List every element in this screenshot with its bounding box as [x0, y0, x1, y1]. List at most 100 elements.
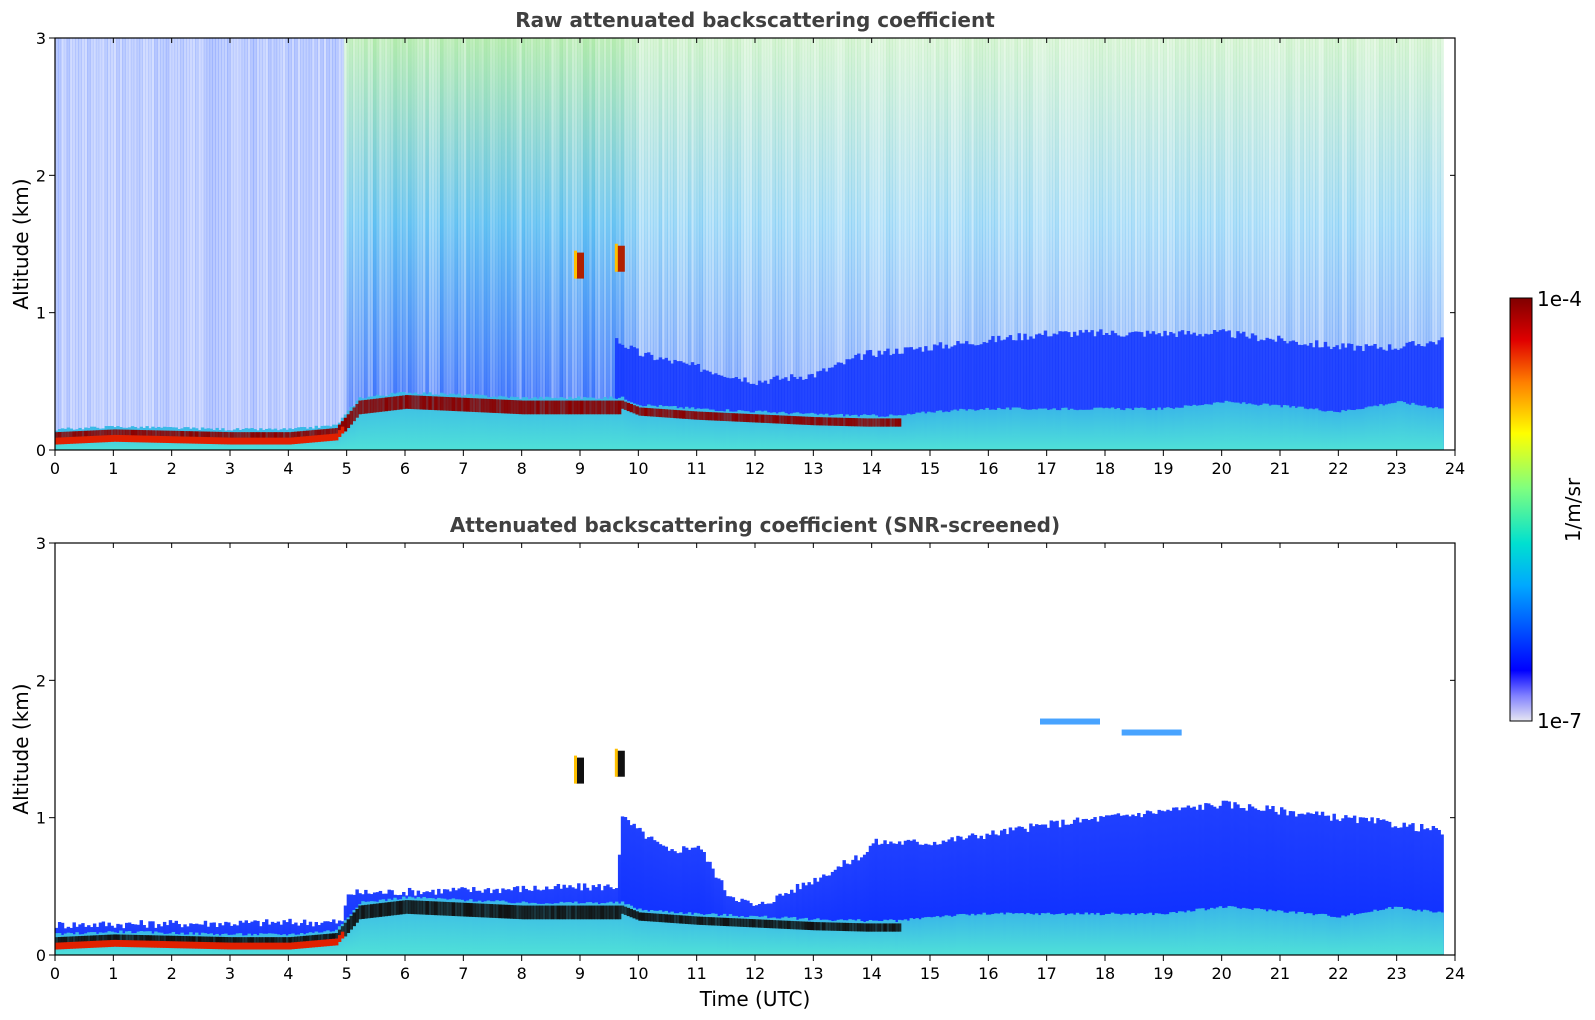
aerosol-column	[623, 347, 628, 450]
boundary-layer-column	[868, 415, 873, 450]
aerosol-band-column	[192, 431, 196, 440]
aerosol-column	[1236, 331, 1240, 450]
boundary-layer-column	[574, 901, 578, 955]
noise-column	[384, 38, 388, 450]
boundary-layer-column	[804, 917, 808, 955]
aerosol-column	[1297, 344, 1301, 450]
noise-column	[620, 38, 625, 450]
noise-column	[218, 38, 222, 450]
aerosol-band-column	[279, 937, 283, 946]
noise-column	[489, 38, 493, 450]
aerosol-band-column	[664, 409, 668, 418]
boundary-layer-column	[1341, 410, 1345, 450]
boundary-layer-column	[865, 414, 870, 450]
boundary-layer-column	[927, 916, 931, 955]
aerosol-band-column	[410, 395, 415, 410]
aerosol-band-column	[664, 914, 668, 923]
aerosol-rim-column	[165, 941, 170, 948]
y-tick-label: 1	[36, 304, 46, 323]
aerosol-column	[711, 868, 715, 955]
aerosol-column	[889, 841, 893, 955]
boundary-layer-column	[1032, 914, 1036, 955]
aerosol-band-column	[445, 901, 450, 916]
aerosol-rim-column	[250, 942, 254, 950]
boundary-layer-column	[1005, 407, 1010, 450]
aerosol-band-column	[696, 916, 701, 925]
aerosol-rim-column	[119, 435, 123, 442]
aerosol-band-column	[617, 905, 622, 920]
boundary-layer-column	[1288, 407, 1293, 450]
noise-column	[927, 38, 931, 450]
aerosol-column	[682, 362, 686, 450]
aerosol-column	[679, 361, 683, 450]
boundary-layer-column	[358, 397, 362, 450]
noise-column	[778, 38, 782, 450]
boundary-layer-column	[994, 913, 998, 955]
noise-column	[731, 38, 736, 450]
boundary-layer-column	[1355, 409, 1360, 450]
aerosol-band-column	[125, 429, 129, 438]
boundary-layer-column	[1230, 402, 1234, 450]
aerosol-band-column	[457, 902, 461, 917]
boundary-layer-column	[874, 415, 878, 450]
boundary-layer-column	[390, 899, 394, 955]
boundary-layer-column	[1390, 908, 1395, 955]
aerosol-column	[1122, 336, 1126, 450]
boundary-layer-column	[1431, 912, 1436, 955]
aerosol-column	[1431, 342, 1436, 450]
boundary-layer-column	[626, 401, 631, 450]
boundary-layer-column	[1002, 914, 1007, 955]
boundary-layer-column	[1102, 408, 1106, 450]
noise-column	[816, 38, 820, 450]
x-tick-label: 15	[920, 964, 940, 983]
aerosol-column	[1364, 817, 1368, 955]
noise-column	[498, 38, 502, 450]
noise-column	[98, 38, 103, 450]
aerosol-column	[1207, 803, 1211, 955]
noise-column	[682, 38, 686, 450]
noise-column	[215, 38, 219, 450]
aerosol-band-column	[195, 431, 199, 440]
aerosol-rim-column	[262, 437, 266, 445]
noise-column	[1043, 38, 1048, 450]
aerosol-column	[994, 834, 998, 955]
heatmap-area	[55, 718, 1444, 955]
noise-column	[1090, 38, 1094, 450]
aerosol-column	[620, 816, 625, 955]
aerosol-rim-column	[189, 941, 193, 949]
boundary-layer-column	[763, 410, 768, 450]
aerosol-band-column	[372, 903, 377, 918]
aerosol-band-column	[533, 905, 537, 920]
noise-column	[1037, 38, 1042, 450]
boundary-layer-column	[1370, 406, 1374, 450]
aerosol-column	[1221, 800, 1226, 955]
aerosol-rim-column	[323, 434, 327, 442]
aerosol-column	[1154, 813, 1158, 955]
aerosol-band-column	[358, 400, 362, 415]
boundary-layer-column	[475, 901, 479, 955]
aerosol-rim-column	[92, 940, 97, 948]
aerosol-column	[1317, 815, 1322, 955]
aerosol-column	[991, 336, 995, 450]
aerosol-band-column	[393, 901, 397, 916]
x-tick-label: 9	[575, 459, 585, 478]
boundary-layer-column	[1035, 409, 1039, 450]
boundary-layer-column	[600, 398, 604, 450]
aerosol-column	[1294, 341, 1298, 450]
aerosol-column	[1177, 331, 1182, 450]
boundary-layer-column	[1332, 916, 1336, 955]
aerosol-column	[1221, 329, 1226, 450]
noise-column	[909, 38, 913, 450]
aerosol-rim-column	[282, 437, 286, 445]
aerosol-rim-column	[224, 942, 228, 950]
boundary-layer-column	[448, 899, 453, 955]
aerosol-column	[1350, 817, 1354, 955]
aerosol-column	[1207, 334, 1211, 450]
aerosol-band-column	[270, 937, 275, 946]
aerosol-column	[953, 841, 957, 955]
boundary-layer-column	[1157, 913, 1161, 955]
aerosol-band-column	[142, 430, 146, 439]
noise-column	[1277, 38, 1281, 450]
boundary-layer-column	[784, 916, 788, 955]
boundary-layer-column	[1245, 908, 1249, 955]
